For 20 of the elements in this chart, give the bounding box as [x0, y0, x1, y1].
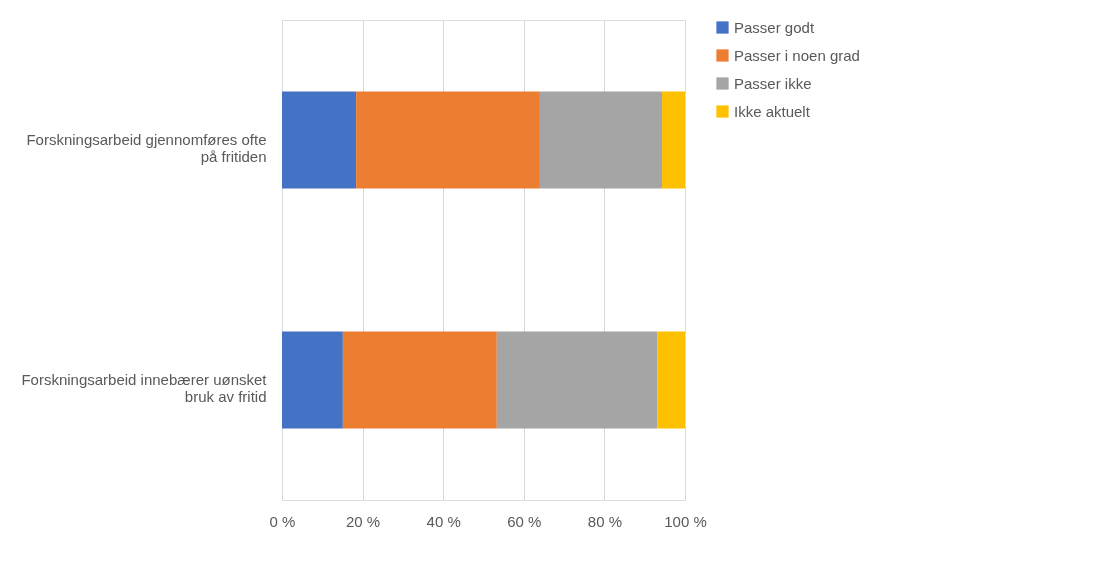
y-tick-label: Forskningsarbeid gjennomføres ofte på fritiden: [26, 131, 267, 165]
bar: [496, 331, 658, 429]
legend-label: Ikke aktuelt: [734, 102, 811, 120]
x-tick-label: 0 %: [269, 512, 296, 530]
bar: [662, 91, 685, 189]
y-tick-label: Forskningsarbeid innebærer uønsket bruk av fritid: [21, 371, 268, 405]
x-tick-label: 100 %: [664, 512, 707, 530]
bar: [356, 91, 540, 189]
legend-label: Passer godt: [734, 18, 815, 36]
x-tick-label: 20 %: [346, 512, 381, 530]
bar: [282, 331, 343, 429]
bar: [282, 91, 357, 189]
bar: [657, 331, 685, 429]
bar: [342, 331, 497, 429]
legend-label: Passer ikke: [734, 74, 812, 92]
bar: [539, 91, 663, 189]
x-tick-label: 40 %: [426, 512, 461, 530]
legend-label: Passer i noen grad: [734, 46, 860, 64]
x-tick-label: 80 %: [587, 512, 622, 530]
x-tick-label: 60 %: [507, 512, 542, 530]
